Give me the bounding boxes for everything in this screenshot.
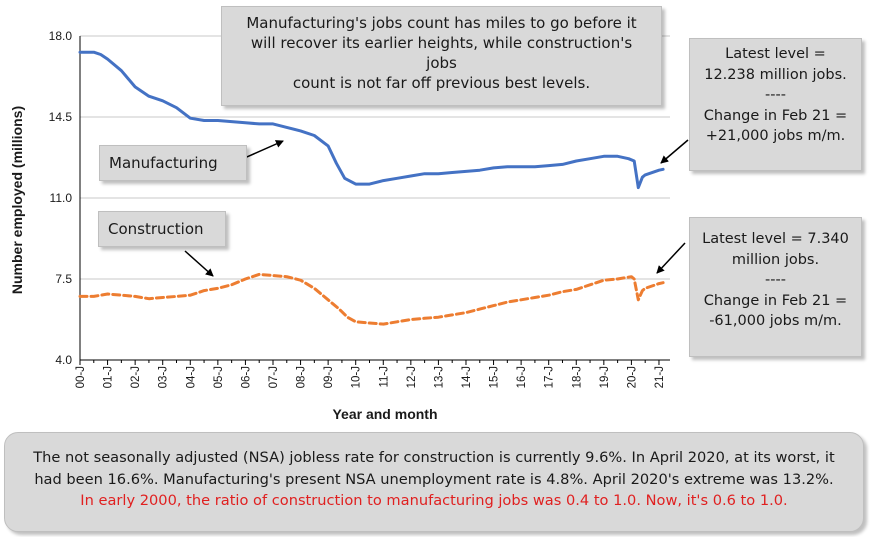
manufacturing-stat-line: +21,000 jobs m/m. (705, 128, 846, 144)
construction-stat-line: ---- (765, 272, 786, 288)
x-tick-label: 20-J (626, 366, 638, 388)
construction-stat-callout: Latest level = 7.340 million jobs. ---- … (689, 217, 862, 357)
callout-arrow (184, 250, 214, 277)
construction-series-label: Construction (98, 211, 226, 247)
x-tick-label: 17-J (544, 366, 556, 388)
x-tick-label: 19-J (599, 366, 611, 388)
series (78, 50, 665, 326)
x-tick-label: 16-J (516, 366, 528, 388)
x-axis-title: Year and month (332, 406, 437, 422)
x-tick-label: 00-J (75, 366, 87, 388)
series-line-manufacturing (78, 50, 665, 190)
x-tick-label: 13-J (433, 366, 445, 388)
y-tick-label: 14.5 (49, 110, 73, 124)
y-tick-label: 4.0 (55, 353, 72, 367)
x-tick-label: 04-J (185, 366, 197, 388)
x-tick-label: 12-J (406, 366, 418, 388)
x-tick-label: 03-J (158, 366, 170, 388)
footer-highlight: In early 2000, the ratio of construction… (80, 492, 788, 509)
x-tick-label: 18-J (571, 366, 583, 388)
x-tick-label: 01-J (103, 366, 115, 388)
footer-note: The not seasonally adjusted (NSA) jobles… (4, 432, 864, 532)
axes: 4.0 7.5 11.0 14.5 18.0 00-J 01-J 02-J 03-J 04-J 05… (49, 29, 666, 388)
manufacturing-stat-callout: Latest level = 12.238 million jobs. ----… (689, 38, 862, 171)
x-tick-label: 08-J (296, 366, 308, 388)
y-tick-label: 18.0 (49, 29, 73, 43)
series-line-construction (78, 272, 665, 326)
y-axis-title: Number employed (millions) (9, 106, 25, 294)
x-tick-label: 15-J (489, 366, 501, 388)
x-tick-label: 09-J (323, 366, 335, 388)
y-tick-label: 11.0 (50, 191, 73, 205)
construction-stat-line: million jobs. (731, 251, 820, 268)
manufacturing-stat-line: 12.238 million jobs. (704, 66, 847, 83)
headline-line-3: count is not far off previous best level… (292, 74, 591, 92)
callout-arrow (656, 242, 686, 274)
construction-stat-line: -61,000 jobs m/m. (709, 313, 842, 329)
headline-line-2: will recover its earlier heights, while … (250, 34, 633, 72)
x-tick-label: 10-J (351, 366, 363, 388)
x-tick-label: 06-J (240, 366, 252, 388)
manufacturing-stat-line: Change in Feb 21 = (703, 107, 848, 124)
callout-arrows (184, 139, 689, 277)
headline-line-1: Manufacturing's jobs count has miles to … (246, 14, 637, 32)
manufacturing-stat-line: ---- (765, 87, 786, 103)
footer-line-2: had been 16.6%. Manufacturing's present … (34, 470, 834, 488)
x-tick-label: 11-J (378, 366, 390, 388)
x-tick-label: 07-J (268, 366, 280, 388)
manufacturing-series-label: Manufacturing (99, 145, 247, 181)
callout-arrow (239, 140, 284, 161)
construction-stat-line: Change in Feb 21 = (703, 292, 848, 309)
x-tick-label: 02-J (130, 366, 142, 388)
headline-callout: Manufacturing's jobs count has miles to … (221, 6, 662, 106)
manufacturing-stat-line: Latest level = (725, 46, 826, 62)
y-tick-label: 7.5 (55, 272, 72, 286)
footer-line-1: The not seasonally adjusted (NSA) jobles… (33, 449, 835, 466)
x-tick-label: 21-J (654, 366, 666, 388)
callout-arrow (660, 139, 689, 164)
x-tick-label: 05-J (213, 366, 225, 388)
x-tick-label: 14-J (461, 366, 473, 388)
construction-stat-line: Latest level = 7.340 (702, 231, 849, 247)
